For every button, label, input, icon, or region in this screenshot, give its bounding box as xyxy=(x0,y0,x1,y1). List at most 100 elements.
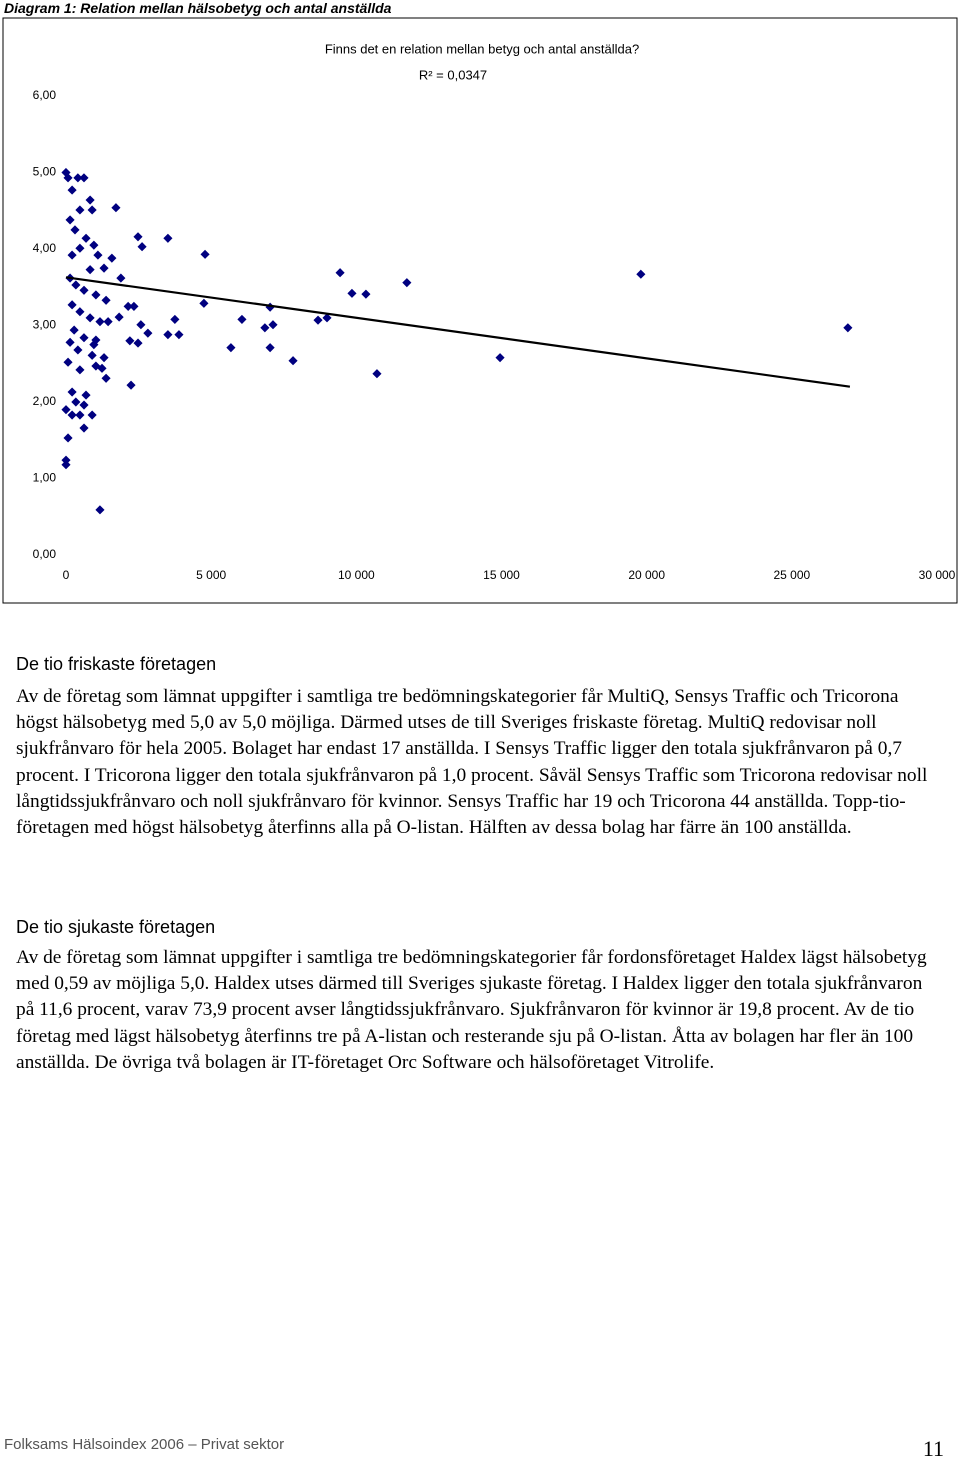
data-point xyxy=(137,242,147,252)
trendline xyxy=(65,276,851,388)
data-point xyxy=(73,345,83,355)
data-point xyxy=(237,314,247,324)
data-point xyxy=(402,278,412,288)
data-point xyxy=(95,505,105,515)
data-point xyxy=(322,313,332,323)
data-point xyxy=(126,380,136,390)
data-point xyxy=(63,433,73,443)
data-point xyxy=(63,357,73,367)
data-point xyxy=(67,250,77,260)
data-point xyxy=(79,173,89,183)
data-point xyxy=(268,320,278,330)
x-tick-label: 15 000 xyxy=(483,568,520,582)
data-point xyxy=(372,369,382,379)
data-point xyxy=(85,195,95,205)
y-tick-label: 4,00 xyxy=(33,241,57,255)
chart-title: Finns det en relation mellan betyg och a… xyxy=(325,41,639,56)
data-point xyxy=(843,323,853,333)
data-point xyxy=(335,268,345,278)
data-point xyxy=(99,353,109,363)
data-point xyxy=(347,288,357,298)
data-point xyxy=(93,250,103,260)
data-point xyxy=(163,233,173,243)
data-point xyxy=(67,410,77,420)
data-point xyxy=(85,265,95,275)
data-point xyxy=(85,313,95,323)
data-point xyxy=(226,343,236,353)
data-point xyxy=(123,301,133,311)
data-point xyxy=(81,390,91,400)
data-point xyxy=(75,205,85,215)
data-point xyxy=(163,330,173,340)
data-point xyxy=(174,330,184,340)
data-point xyxy=(288,356,298,366)
footer: Folksams Hälsoindex 2006 – Privat sektor xyxy=(4,1436,285,1453)
data-point xyxy=(114,312,124,322)
data-point xyxy=(107,253,117,263)
data-point xyxy=(199,298,209,308)
data-point xyxy=(91,290,101,300)
data-point xyxy=(61,460,71,470)
data-point xyxy=(67,300,77,310)
y-tick-label: 3,00 xyxy=(33,318,57,332)
page-number: 11 xyxy=(922,1436,944,1461)
data-point xyxy=(69,325,79,335)
data-point xyxy=(71,397,81,407)
data-point xyxy=(313,315,323,325)
x-tick-label: 30 000 xyxy=(919,568,956,582)
x-tick-label: 0 xyxy=(63,568,70,582)
data-point xyxy=(260,323,270,333)
data-point xyxy=(99,263,109,273)
data-point xyxy=(636,269,646,279)
data-point xyxy=(75,410,85,420)
data-point xyxy=(65,215,75,225)
section-heading: De tio friskaste företagen xyxy=(16,654,217,674)
data-point xyxy=(97,363,107,373)
data-point xyxy=(63,173,73,183)
data-point xyxy=(75,365,85,375)
data-point xyxy=(95,317,105,327)
data-point xyxy=(101,373,111,383)
data-point xyxy=(116,273,126,283)
data-point xyxy=(361,289,371,299)
data-point xyxy=(87,205,97,215)
r-squared: R² = 0,0347 xyxy=(419,67,487,82)
data-point xyxy=(103,317,113,327)
data-point xyxy=(81,233,91,243)
chart-caption: Diagram 1: Relation mellan hälsobetyg oc… xyxy=(4,0,392,16)
data-point xyxy=(89,240,99,250)
data-point xyxy=(265,343,275,353)
data-point xyxy=(87,410,97,420)
data-point xyxy=(65,337,75,347)
data-point xyxy=(136,320,146,330)
paragraph: Av de företag som lämnat uppgifter i sam… xyxy=(16,686,928,839)
data-point xyxy=(87,350,97,360)
y-tick-label: 6,00 xyxy=(33,88,57,102)
section-heading: De tio sjukaste företagen xyxy=(16,917,216,937)
y-tick-label: 5,00 xyxy=(33,165,57,179)
data-point xyxy=(133,338,143,348)
data-point xyxy=(75,307,85,317)
data-point xyxy=(101,295,111,305)
data-point xyxy=(200,249,210,259)
data-point xyxy=(79,285,89,295)
data-point xyxy=(61,405,71,415)
data-point xyxy=(111,203,121,213)
x-tick-label: 10 000 xyxy=(338,568,375,582)
data-point xyxy=(75,243,85,253)
chart: Finns det en relation mellan betyg och a… xyxy=(2,17,958,604)
data-point xyxy=(67,387,77,397)
data-point xyxy=(125,336,135,346)
y-tick-label: 2,00 xyxy=(33,394,57,408)
data-point xyxy=(79,333,89,343)
data-point xyxy=(170,314,180,324)
paragraph: Av de företag som lämnat uppgifter i sam… xyxy=(16,947,927,1073)
data-point xyxy=(495,353,505,363)
y-tick-label: 0,00 xyxy=(33,547,57,561)
data-point xyxy=(91,335,101,345)
data-point xyxy=(73,173,83,183)
data-point xyxy=(143,328,153,338)
x-tick-label: 25 000 xyxy=(773,568,810,582)
x-tick-label: 5 000 xyxy=(196,568,226,582)
